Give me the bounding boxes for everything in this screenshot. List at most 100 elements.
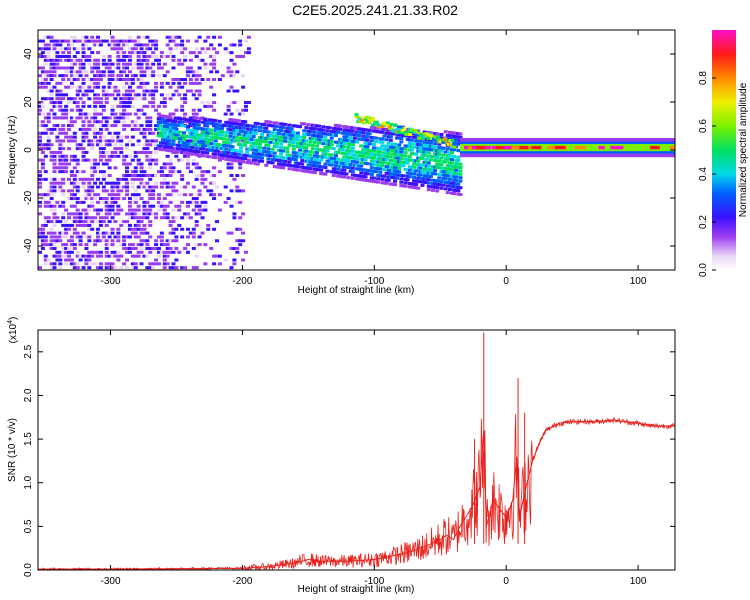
heatmap-cell [122,162,127,166]
heatmap-cell [185,235,190,239]
heatmap-cell [182,131,187,135]
heatmap-cell [61,177,66,181]
heatmap-cell [184,145,189,149]
heatmap-cell [113,147,118,151]
heatmap-cell [119,47,124,51]
heatmap-cell [188,152,193,156]
heatmap-cell [378,170,383,174]
heatmap-cell [452,175,457,179]
heatmap-cell [365,148,370,152]
heatmap-cell [203,62,208,66]
spectrogram-x-tick-label: 100 [630,276,647,287]
heatmap-cell [409,185,414,189]
heatmap-cell [246,158,251,162]
heatmap-cell [243,140,248,144]
heatmap-cell [52,181,57,185]
heatmap-cell [194,197,199,201]
heatmap-cell [159,239,164,243]
heatmap-cell [116,250,121,254]
heatmap-cell [260,122,265,126]
heatmap-cell [145,81,150,85]
heatmap-cell [46,193,51,197]
heatmap-cell [78,223,83,227]
heatmap-cell [174,78,179,81]
heatmap-cell [304,159,309,163]
heatmap-cell [52,150,57,154]
heatmap-cell [84,112,89,116]
heatmap-cell [159,204,164,208]
heatmap-cell [228,124,233,128]
heatmap-cell [133,200,138,204]
heatmap-cell [148,266,153,270]
heatmap-cell [107,266,112,270]
heatmap-cell [274,131,279,135]
heatmap-cell [159,216,164,220]
heatmap-cell [238,136,243,140]
heatmap-cell [145,62,150,66]
heatmap-cell [207,148,212,152]
heatmap-cell [314,137,319,141]
heatmap-cell [96,62,101,66]
heatmap-cell [72,197,77,201]
heatmap-cell [386,172,391,176]
heatmap-cell [119,254,124,258]
heatmap-cell [276,132,281,136]
heatmap-cell [302,132,307,136]
heatmap-cell [40,162,45,166]
heatmap-cell [58,116,63,120]
heatmap-cell [55,89,60,93]
heatmap-cell [130,120,135,124]
heatmap-cell [188,118,193,122]
heatmap-cell [279,142,284,146]
heatmap-cell [327,153,332,157]
heatmap-cell [212,58,217,62]
heatmap-cell [61,108,66,112]
heatmap-cell [230,158,235,162]
heatmap-cell [245,127,250,131]
heatmap-cell [156,120,161,124]
heatmap-cell [336,174,341,178]
heatmap-cell [217,170,222,174]
heatmap-cell [406,130,411,134]
heatmap-cell [386,148,391,152]
heatmap-cell [183,154,188,158]
heatmap-cell [154,89,159,93]
heatmap-cell [298,145,303,149]
heatmap-cell [55,97,60,101]
heatmap-cell [136,185,141,189]
heatmap-cell [113,143,118,147]
heatmap-cell [274,121,279,125]
heatmap-cell [443,150,448,154]
heatmap-cell [235,89,240,93]
heatmap-cell [357,134,362,138]
heatmap-cell [101,62,106,66]
heatmap-cell [151,104,156,108]
heatmap-cell [113,89,118,93]
heatmap-cell [382,151,387,155]
heatmap-cell [78,200,83,204]
heatmap-cell [136,208,141,212]
heatmap-cell [43,223,48,227]
heatmap-cell [142,51,147,55]
heatmap-cell [365,162,370,166]
heatmap-cell [38,200,42,204]
heatmap-cell [346,129,351,133]
heatmap-cell [90,200,95,204]
heatmap-cell [346,166,351,170]
heatmap-cell [171,119,176,123]
heatmap-cell [211,122,216,126]
heatmap-cell [43,193,48,197]
heatmap-cell [110,124,115,128]
heatmap-cell [168,158,173,162]
heatmap-cell [399,157,404,161]
heatmap-cell [90,143,95,147]
heatmap-cell [67,127,72,131]
heatmap-cell [276,138,281,142]
heatmap-cell [291,144,296,148]
heatmap-cell [64,262,69,266]
heatmap-cell [72,78,77,81]
heatmap-cell [38,135,42,139]
heatmap-cell [412,175,417,179]
heatmap-cell [188,170,193,174]
heatmap-cell [355,167,360,171]
